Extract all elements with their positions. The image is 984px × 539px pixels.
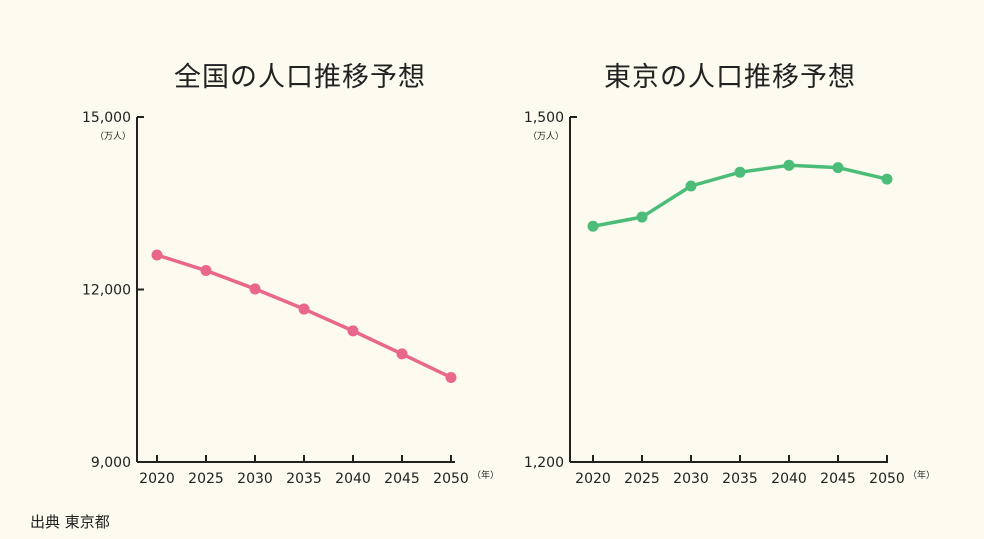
tokyo-data-point <box>587 220 599 232</box>
national-x-tick-label: 2020 <box>139 471 175 487</box>
national-data-point <box>347 325 359 337</box>
national-data-point <box>298 303 310 315</box>
national-x-tick-label: 2050 <box>433 471 469 487</box>
tokyo-data-point <box>881 173 893 185</box>
national-x-tick-label: 2035 <box>286 471 322 487</box>
national-data-point <box>249 283 261 295</box>
national-x-tick-label: 2045 <box>384 471 420 487</box>
national-y-tick-label: 9,000 <box>91 455 131 471</box>
national-data-point <box>200 265 212 277</box>
tokyo-x-tick-label: 2035 <box>722 471 758 487</box>
national-data-point <box>445 371 457 383</box>
tokyo-y-unit: （万人） <box>528 131 564 142</box>
tokyo-x-tick-label: 2045 <box>820 471 856 487</box>
tokyo-y-tick-label: 1,200 <box>524 455 564 471</box>
national-x-unit: （年） <box>472 469 499 481</box>
tokyo-y-tick-label: 1,500 <box>524 110 564 126</box>
tokyo-x-tick-label: 2050 <box>869 471 905 487</box>
national-y-tick-label: 15,000 <box>82 110 131 126</box>
chart-title-tokyo: 東京の人口推移予想 <box>604 62 856 93</box>
tokyo-x-tick-label: 2030 <box>673 471 709 487</box>
tokyo-data-point <box>832 162 844 174</box>
national-data-point <box>151 249 163 261</box>
tokyo-data-point <box>685 180 697 192</box>
national-x-tick-label: 2025 <box>188 471 224 487</box>
national-y-unit: （万人） <box>95 131 131 142</box>
national-x-tick-label: 2030 <box>237 471 273 487</box>
tokyo-data-point <box>734 166 746 178</box>
tokyo-x-tick-label: 2025 <box>624 471 660 487</box>
source-note: 出典 東京都 <box>30 513 110 531</box>
chart-title-national: 全国の人口推移予想 <box>174 62 426 93</box>
tokyo-x-tick-label: 2020 <box>575 471 611 487</box>
national-x-tick-label: 2040 <box>335 471 371 487</box>
tokyo-data-point <box>783 159 795 171</box>
national-series-line <box>156 253 452 380</box>
tokyo-data-point <box>636 211 648 223</box>
tokyo-x-unit: （年） <box>908 469 935 481</box>
national-y-tick-label: 12,000 <box>82 283 131 299</box>
tokyo-x-tick-label: 2040 <box>771 471 807 487</box>
national-data-point <box>396 348 408 360</box>
